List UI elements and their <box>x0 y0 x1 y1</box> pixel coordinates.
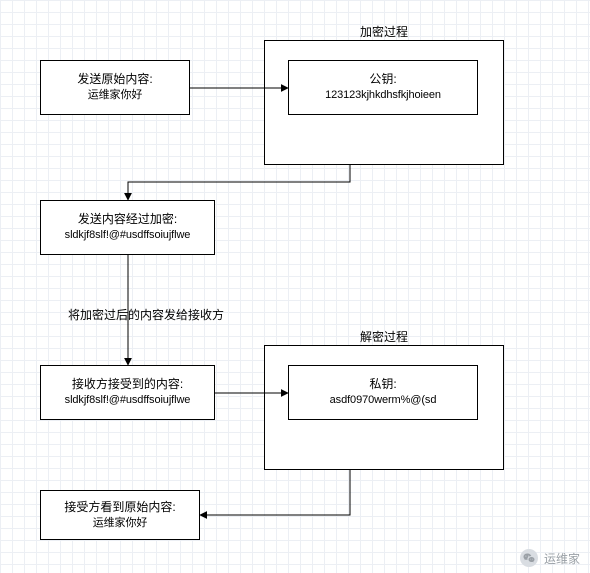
watermark: 运维家 <box>520 549 580 567</box>
edge-e2 <box>128 165 350 200</box>
node-encrypted-content: 发送内容经过加密: sldkjf8slf!@#usdffsoiujflwe <box>40 200 215 255</box>
node-line2: sldkjf8slf!@#usdffsoiujflwe <box>65 393 191 408</box>
node-line1: 接收方接受到的内容: <box>72 376 183 393</box>
node-public-key: 公钥: 123123kjhkdhsfkjhoieen <box>288 60 478 115</box>
node-send-original: 发送原始内容: 运维家你好 <box>40 60 190 115</box>
node-line2: sldkjf8slf!@#usdffsoiujflwe <box>65 228 191 243</box>
node-line1: 发送内容经过加密: <box>78 211 177 228</box>
node-line2: 运维家你好 <box>88 88 143 103</box>
node-line2: 运维家你好 <box>93 516 148 531</box>
node-line1: 接受方看到原始内容: <box>64 499 175 516</box>
node-private-key: 私钥: asdf0970werm%@(sd <box>288 365 478 420</box>
node-line1: 发送原始内容: <box>77 71 152 88</box>
node-line1: 公钥: <box>369 71 396 88</box>
node-final-original: 接受方看到原始内容: 运维家你好 <box>40 490 200 540</box>
node-line1: 私钥: <box>369 376 396 393</box>
wechat-icon <box>520 549 538 567</box>
group-decrypt-title: 解密过程 <box>265 328 503 345</box>
group-encrypt-title: 加密过程 <box>265 23 503 40</box>
diagram-stage: 加密过程 解密过程 发送原始内容: 运维家你好 公钥: 123123kjhkdh… <box>0 0 590 573</box>
watermark-text: 运维家 <box>544 550 580 567</box>
edge-label-transfer: 将加密过后的内容发给接收方 <box>68 306 224 323</box>
node-line2: asdf0970werm%@(sd <box>330 393 437 408</box>
node-line2: 123123kjhkdhsfkjhoieen <box>325 88 441 103</box>
node-received-content: 接收方接受到的内容: sldkjf8slf!@#usdffsoiujflwe <box>40 365 215 420</box>
edge-e5 <box>200 470 350 515</box>
